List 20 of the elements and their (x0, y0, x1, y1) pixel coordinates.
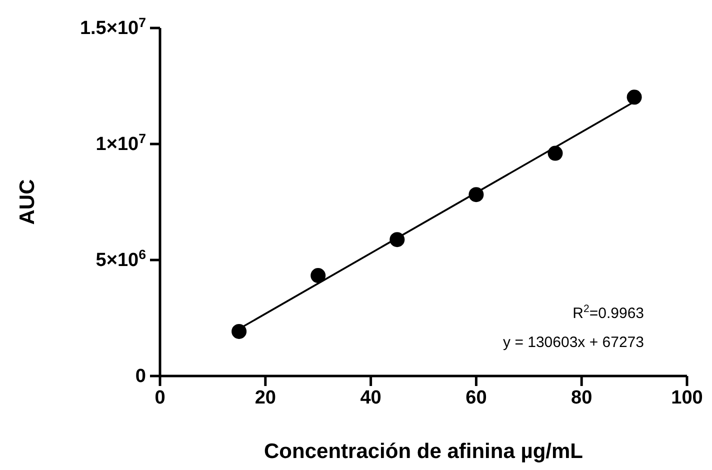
annotation: R$^{2}$=0.9963 (572, 303, 644, 322)
point (310, 268, 326, 284)
y-tick-label: 1×10$^{7}$ (96, 130, 146, 156)
annotation: y = 130603x + 67273 (503, 334, 644, 351)
y-tick-label: 0 (135, 366, 146, 388)
x-tick-label: 80 (571, 387, 592, 408)
y-axis-title: AUC (16, 179, 39, 225)
point (390, 232, 405, 248)
x-tick-label: 40 (360, 387, 382, 408)
y-tick-label: 1.5×10$^{7}$ (80, 14, 146, 40)
point (468, 187, 484, 202)
x-axis-title: Concentración de afinina µg/mL (264, 440, 584, 463)
point (548, 146, 563, 161)
point (626, 90, 642, 105)
x-tick-label: 60 (466, 387, 487, 408)
y-tick-label: 5×10$^{6}$ (96, 246, 146, 272)
point (232, 324, 247, 339)
x-tick-label: 0 (154, 387, 166, 408)
x-tick-label: 100 (671, 387, 703, 408)
x-tick-label: 20 (254, 387, 276, 408)
